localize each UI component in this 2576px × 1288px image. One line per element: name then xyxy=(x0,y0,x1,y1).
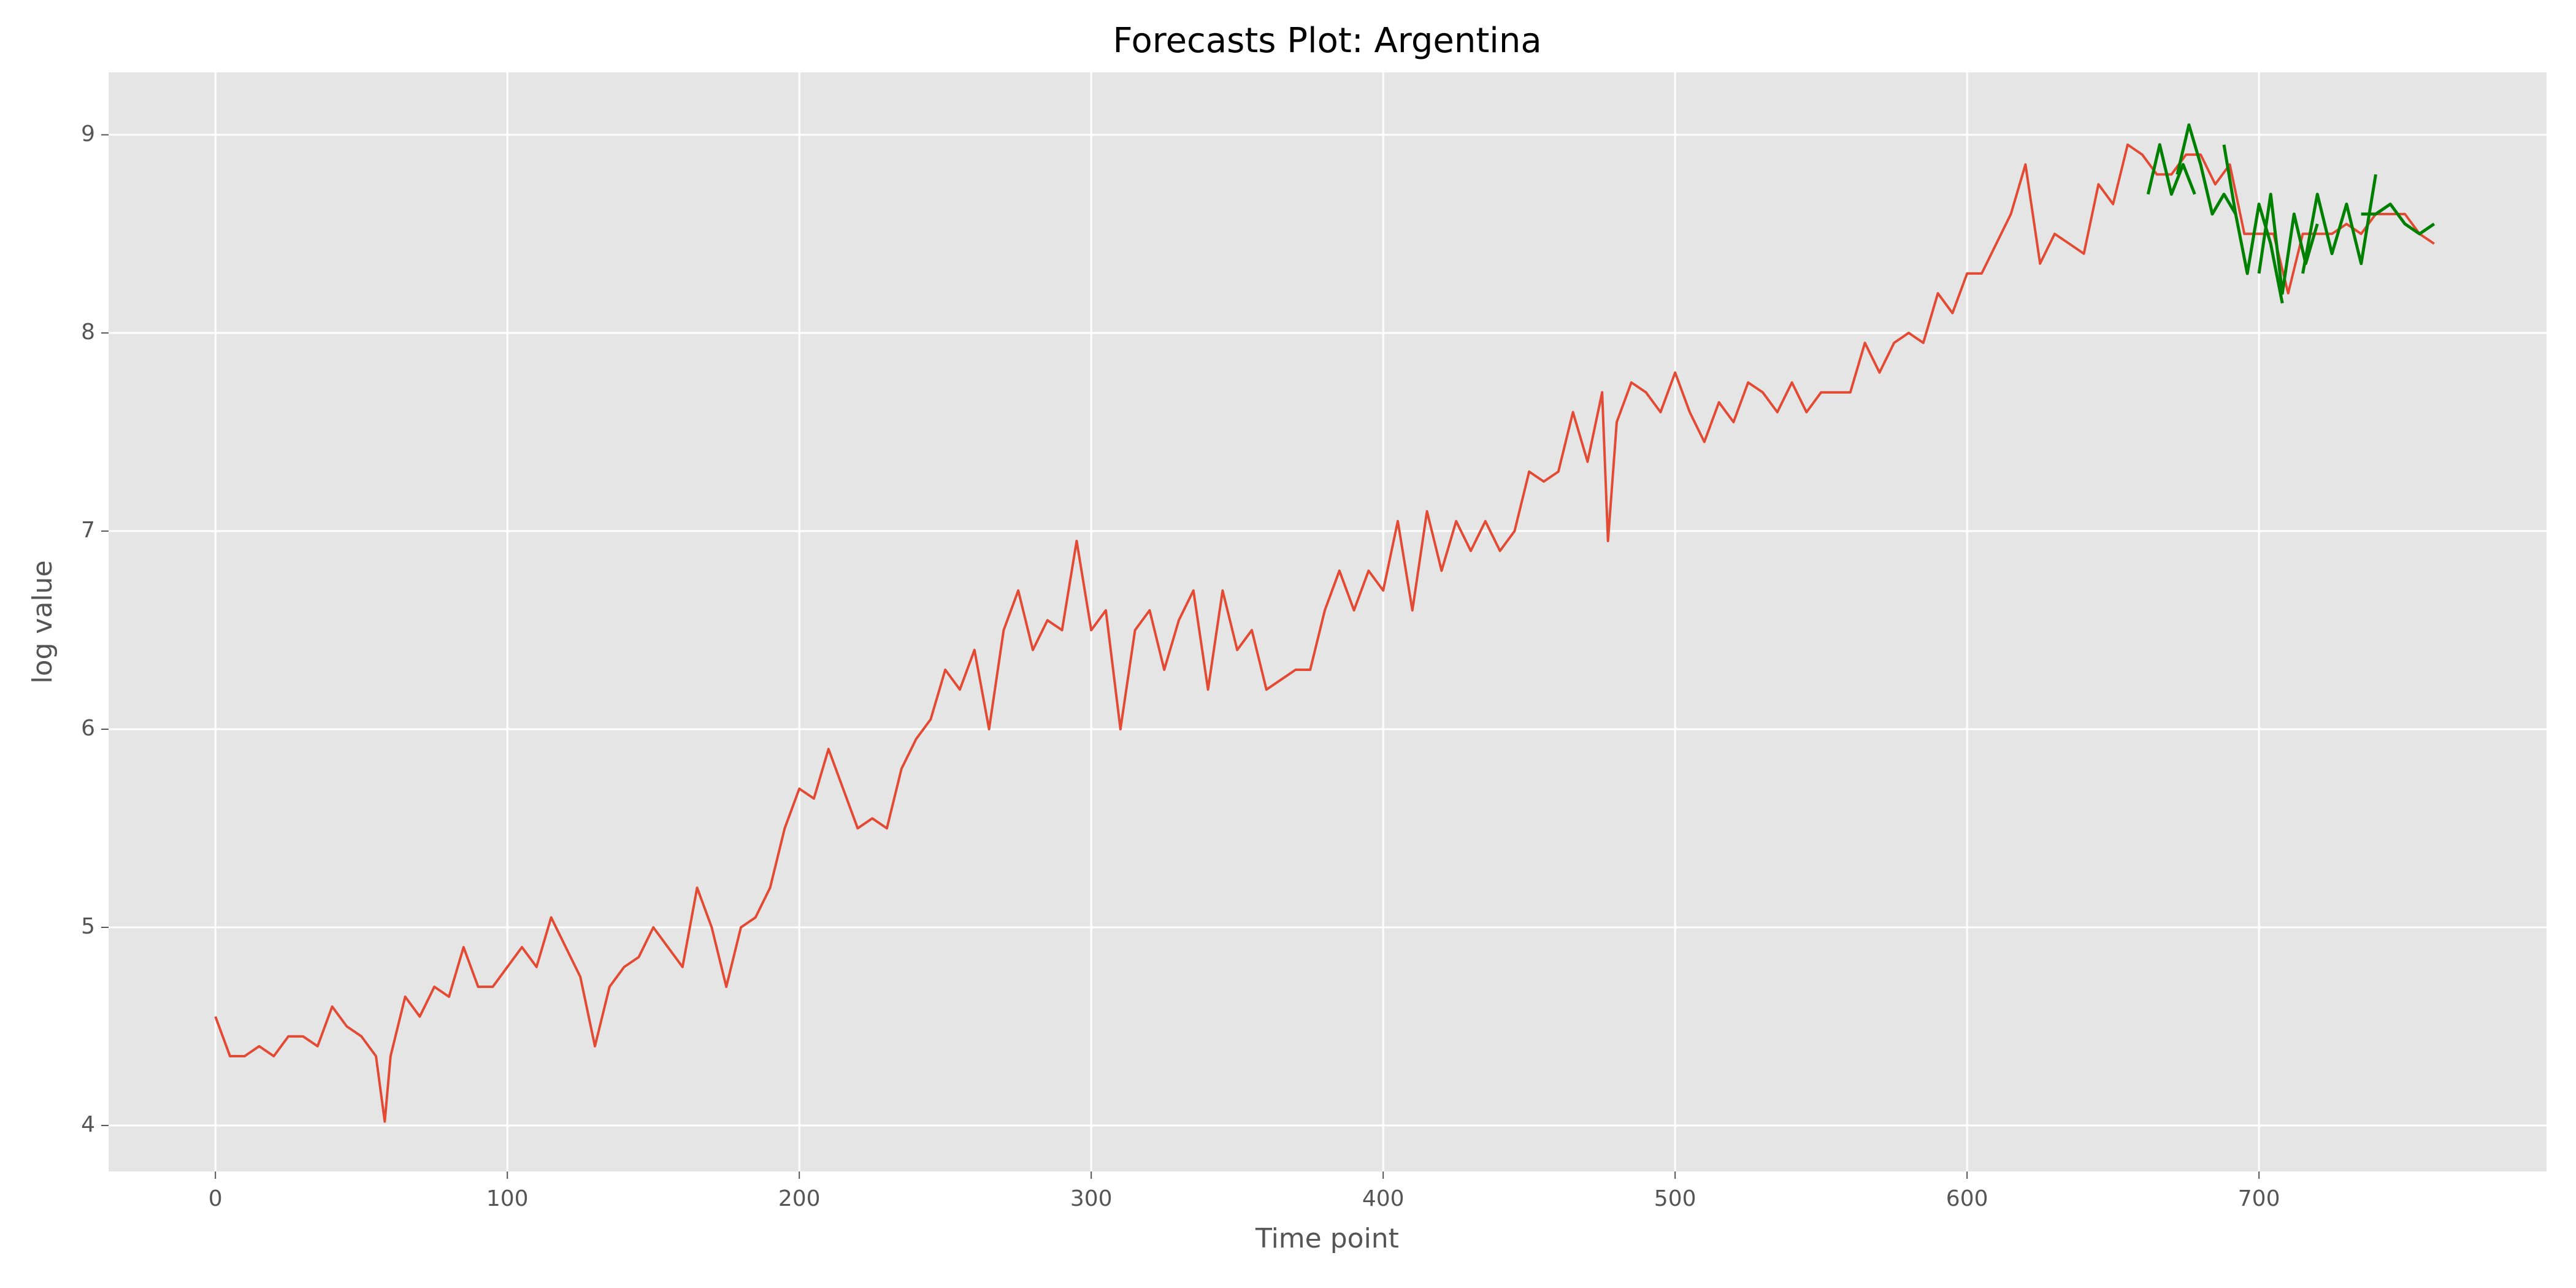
y-tick-label: 9 xyxy=(81,121,95,147)
y-tick-label: 5 xyxy=(81,914,95,939)
chart-title: Forecasts Plot: Argentina xyxy=(1113,21,1541,61)
x-tick-label: 300 xyxy=(1070,1186,1113,1211)
x-tick-label: 500 xyxy=(1654,1186,1696,1211)
series-line xyxy=(214,143,2435,1123)
x-axis-label: Time point xyxy=(1255,1223,1399,1254)
series-line xyxy=(2222,144,2284,304)
x-tick-label: 700 xyxy=(2238,1186,2280,1211)
x-tick-label: 400 xyxy=(1362,1186,1405,1211)
series-line xyxy=(2361,202,2436,236)
y-tick-label: 4 xyxy=(81,1112,95,1137)
series-line xyxy=(2257,193,2319,295)
y-axis-label: log value xyxy=(27,560,58,683)
series-line xyxy=(2146,143,2196,196)
x-tick-label: 0 xyxy=(209,1186,223,1211)
x-tick-label: 600 xyxy=(1946,1186,1988,1211)
y-tick-label: 6 xyxy=(81,716,95,741)
x-tick-label: 200 xyxy=(778,1186,821,1211)
y-tick-label: 7 xyxy=(81,518,95,543)
y-tick-label: 8 xyxy=(81,320,95,345)
series-line xyxy=(2175,123,2237,216)
series-line xyxy=(2301,174,2377,274)
plot-area xyxy=(109,72,2547,1171)
x-tick-label: 100 xyxy=(486,1186,529,1211)
